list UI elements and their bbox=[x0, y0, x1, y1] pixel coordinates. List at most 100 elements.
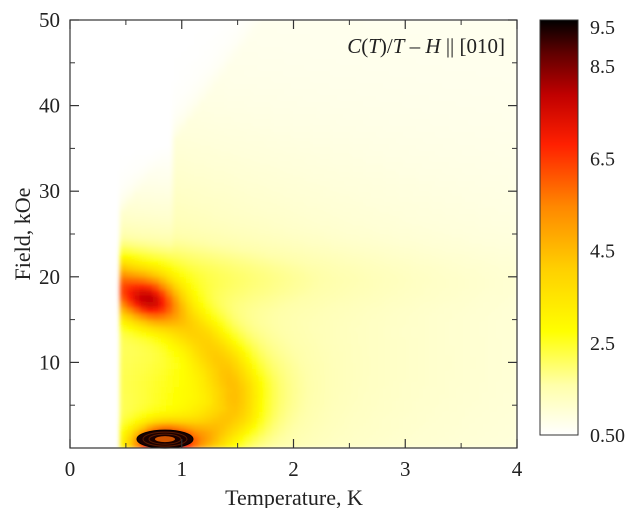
heatmap-cell bbox=[172, 288, 181, 296]
heatmap-cell bbox=[496, 325, 505, 333]
heatmap-cell bbox=[324, 80, 333, 88]
heatmap-cell bbox=[285, 319, 293, 327]
heatmap-cell bbox=[265, 74, 273, 82]
heatmap-cell bbox=[423, 429, 432, 437]
heatmap-cell bbox=[324, 56, 333, 64]
heatmap-cell bbox=[298, 368, 306, 376]
heatmap-cell bbox=[357, 141, 366, 149]
heatmap-cell bbox=[324, 129, 333, 137]
heatmap-cell bbox=[265, 355, 273, 363]
heatmap-cell bbox=[324, 423, 333, 431]
heatmap-cell bbox=[483, 257, 492, 266]
heatmap-cell bbox=[159, 227, 168, 235]
heatmap-cell bbox=[390, 300, 399, 308]
heatmap-cell bbox=[456, 325, 465, 333]
heatmap-cell bbox=[423, 392, 432, 400]
heatmap-cell bbox=[357, 416, 366, 425]
heatmap-cell bbox=[364, 50, 373, 58]
heatmap-cell bbox=[496, 172, 505, 180]
heatmap-cell bbox=[397, 166, 406, 174]
heatmap-cell bbox=[119, 68, 128, 76]
heatmap-cell bbox=[384, 20, 392, 27]
heatmap-cell bbox=[245, 392, 254, 400]
heatmap-cell bbox=[258, 62, 267, 70]
heatmap-cell bbox=[133, 178, 141, 186]
heatmap-cell bbox=[404, 74, 412, 82]
heatmap-cell bbox=[490, 312, 498, 321]
heatmap-cell bbox=[212, 368, 220, 376]
heatmap-cell bbox=[232, 343, 240, 351]
heatmap-cell bbox=[450, 31, 458, 39]
heatmap-cell bbox=[410, 410, 419, 418]
heatmap-cell bbox=[490, 184, 498, 192]
heatmap-cell bbox=[185, 196, 194, 204]
heatmap-cell bbox=[172, 135, 181, 143]
heatmap-cell bbox=[192, 361, 201, 370]
heatmap-cell bbox=[126, 184, 135, 192]
heatmap-cell bbox=[245, 154, 254, 162]
heatmap-cell bbox=[364, 31, 373, 39]
heatmap-cell bbox=[126, 141, 135, 149]
heatmap-cell bbox=[410, 190, 419, 198]
heatmap-cell bbox=[437, 129, 445, 137]
heatmap-cell bbox=[238, 300, 247, 308]
heatmap-cell bbox=[298, 441, 306, 448]
heatmap-cell bbox=[423, 154, 432, 162]
heatmap-cell bbox=[476, 264, 485, 272]
heatmap-cell bbox=[185, 154, 194, 162]
heatmap-cell bbox=[179, 68, 187, 76]
heatmap-cell bbox=[470, 74, 478, 82]
heatmap-cell bbox=[423, 441, 432, 448]
heatmap-cell bbox=[212, 380, 220, 388]
heatmap-cell bbox=[384, 227, 392, 235]
heatmap-cell bbox=[304, 98, 313, 107]
heatmap-cell bbox=[410, 215, 419, 223]
heatmap-cell bbox=[344, 62, 353, 70]
heatmap-cell bbox=[410, 135, 419, 143]
heatmap-cell bbox=[390, 276, 399, 284]
heatmap-cell bbox=[390, 404, 399, 412]
heatmap-cell bbox=[371, 398, 379, 406]
heatmap-cell bbox=[437, 276, 445, 284]
heatmap-cell bbox=[331, 331, 339, 339]
heatmap-cell bbox=[258, 111, 267, 119]
heatmap-cell bbox=[232, 416, 240, 425]
heatmap-cell bbox=[285, 410, 293, 418]
heatmap-cell bbox=[463, 160, 472, 168]
heatmap-cell bbox=[397, 319, 406, 327]
heatmap-cell bbox=[443, 105, 452, 113]
heatmap-cell bbox=[311, 111, 320, 119]
heatmap-cell bbox=[503, 276, 511, 284]
heatmap-cell bbox=[423, 319, 432, 327]
heatmap-cell bbox=[192, 306, 201, 314]
heatmap-cell bbox=[463, 355, 472, 363]
heatmap-cell bbox=[265, 196, 273, 204]
heatmap-cell bbox=[430, 43, 439, 52]
heatmap-cell bbox=[470, 184, 478, 192]
heatmap-cell bbox=[271, 264, 280, 272]
heatmap-cell bbox=[476, 257, 485, 266]
heatmap-cell bbox=[218, 117, 227, 125]
heatmap-cell bbox=[252, 398, 260, 406]
heatmap-cell bbox=[410, 123, 419, 131]
heatmap-cell bbox=[278, 404, 287, 412]
heatmap-cell bbox=[311, 135, 320, 143]
heatmap-cell bbox=[192, 147, 201, 156]
heatmap-cell bbox=[318, 386, 326, 394]
heatmap-cell bbox=[324, 343, 333, 351]
heatmap-cell bbox=[285, 196, 293, 204]
heatmap-cell bbox=[364, 300, 373, 308]
heatmap-cell bbox=[470, 392, 478, 400]
heatmap-cell bbox=[278, 178, 287, 186]
heatmap-cell bbox=[351, 276, 359, 284]
heatmap-cell bbox=[245, 368, 254, 376]
heatmap-cell bbox=[185, 190, 194, 198]
heatmap-cell bbox=[357, 398, 366, 406]
heatmap-cell bbox=[490, 62, 498, 70]
heatmap-cell bbox=[390, 50, 399, 58]
heatmap-cell bbox=[410, 68, 419, 76]
heatmap-cell bbox=[212, 355, 220, 363]
heatmap-cell bbox=[344, 135, 353, 143]
heatmap-cell bbox=[331, 435, 339, 443]
heatmap-cell bbox=[258, 337, 267, 345]
